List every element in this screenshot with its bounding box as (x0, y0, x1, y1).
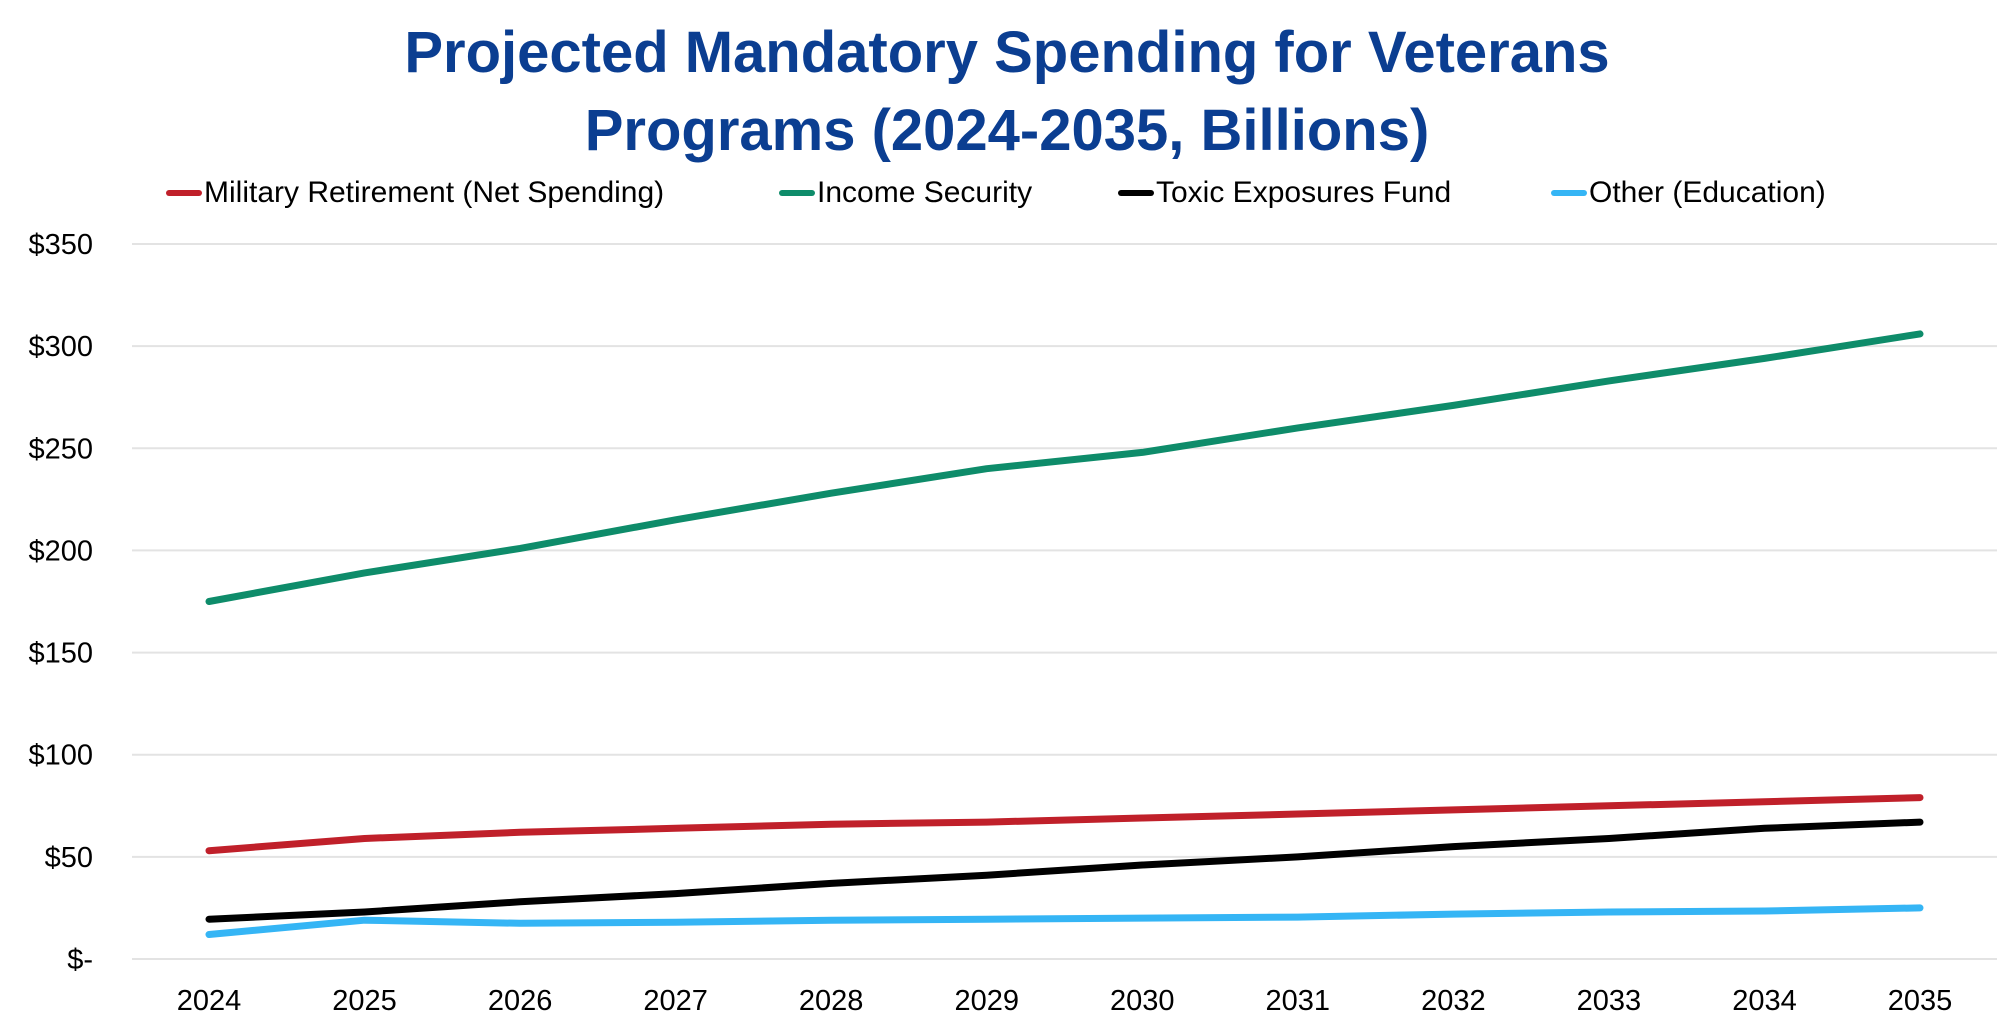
chart-title-line-1: Projected Mandatory Spending for Veteran… (404, 20, 1610, 85)
legend-item-other-education: Other (Education) (1551, 175, 1826, 211)
chart-title: Projected Mandatory Spending for Veteran… (0, 14, 2014, 170)
x-tick-label: 2031 (1266, 985, 1331, 1017)
series-line-military-retirement-net-spending (205, 794, 1924, 855)
x-tick-label: 2028 (799, 985, 864, 1017)
x-tick-label: 2030 (1110, 985, 1175, 1017)
y-tick-label: $200 (28, 535, 93, 567)
y-tick-label: $50 (45, 842, 93, 874)
x-tick-label: 2032 (1421, 985, 1486, 1017)
series-lines (205, 330, 1924, 938)
legend-item-income-security: Income Security (779, 175, 1032, 211)
x-axis-tick-labels: 2024 2025 2026 2027 2028 2029 2030 2031 2032 2033… (177, 985, 1953, 1017)
y-tick-label: $300 (28, 331, 93, 363)
x-tick-label: 2027 (643, 985, 708, 1017)
series-line-toxic-exposures-fund (205, 818, 1924, 923)
y-tick-label: $350 (28, 229, 93, 261)
legend-swatch-other-education (1551, 190, 1587, 196)
y-tick-label: $100 (28, 740, 93, 772)
legend-label-income-security: Income Security (817, 176, 1033, 209)
legend-item-military-retirement: Military Retirement (Net Spending) (166, 175, 664, 211)
y-tick-label: $150 (28, 638, 93, 670)
legend: Military Retirement (Net Spending) Incom… (0, 175, 2014, 211)
legend-swatch-military-retirement (166, 190, 202, 196)
x-tick-label: 2029 (954, 985, 1019, 1017)
y-tick-label: $250 (28, 433, 93, 465)
legend-label-military-retirement: Military Retirement (Net Spending) (204, 176, 665, 209)
series-line-income-security (205, 330, 1924, 605)
series-line-other-education (205, 904, 1924, 938)
legend-label-toxic-exposures-fund: Toxic Exposures Fund (1156, 176, 1452, 209)
y-axis-tick-labels: $- $50 $100 $150 $200 $250 $300 $350 (28, 229, 93, 976)
x-tick-label: 2025 (332, 985, 397, 1017)
x-tick-label: 2035 (1888, 985, 1953, 1017)
y-tick-label: $- (67, 944, 93, 976)
legend-item-toxic-exposures-fund: Toxic Exposures Fund (1118, 175, 1451, 211)
x-tick-label: 2033 (1577, 985, 1642, 1017)
x-tick-label: 2026 (488, 985, 553, 1017)
gridlines (132, 243, 1997, 960)
legend-label-other-education: Other (Education) (1589, 176, 1826, 209)
legend-swatch-toxic-exposures-fund (1118, 190, 1154, 196)
legend-swatch-income-security (779, 190, 815, 196)
x-tick-label: 2024 (177, 985, 242, 1017)
chart-title-line-2: Programs (2024-2035, Billions) (584, 98, 1430, 163)
x-tick-label: 2034 (1732, 985, 1797, 1017)
